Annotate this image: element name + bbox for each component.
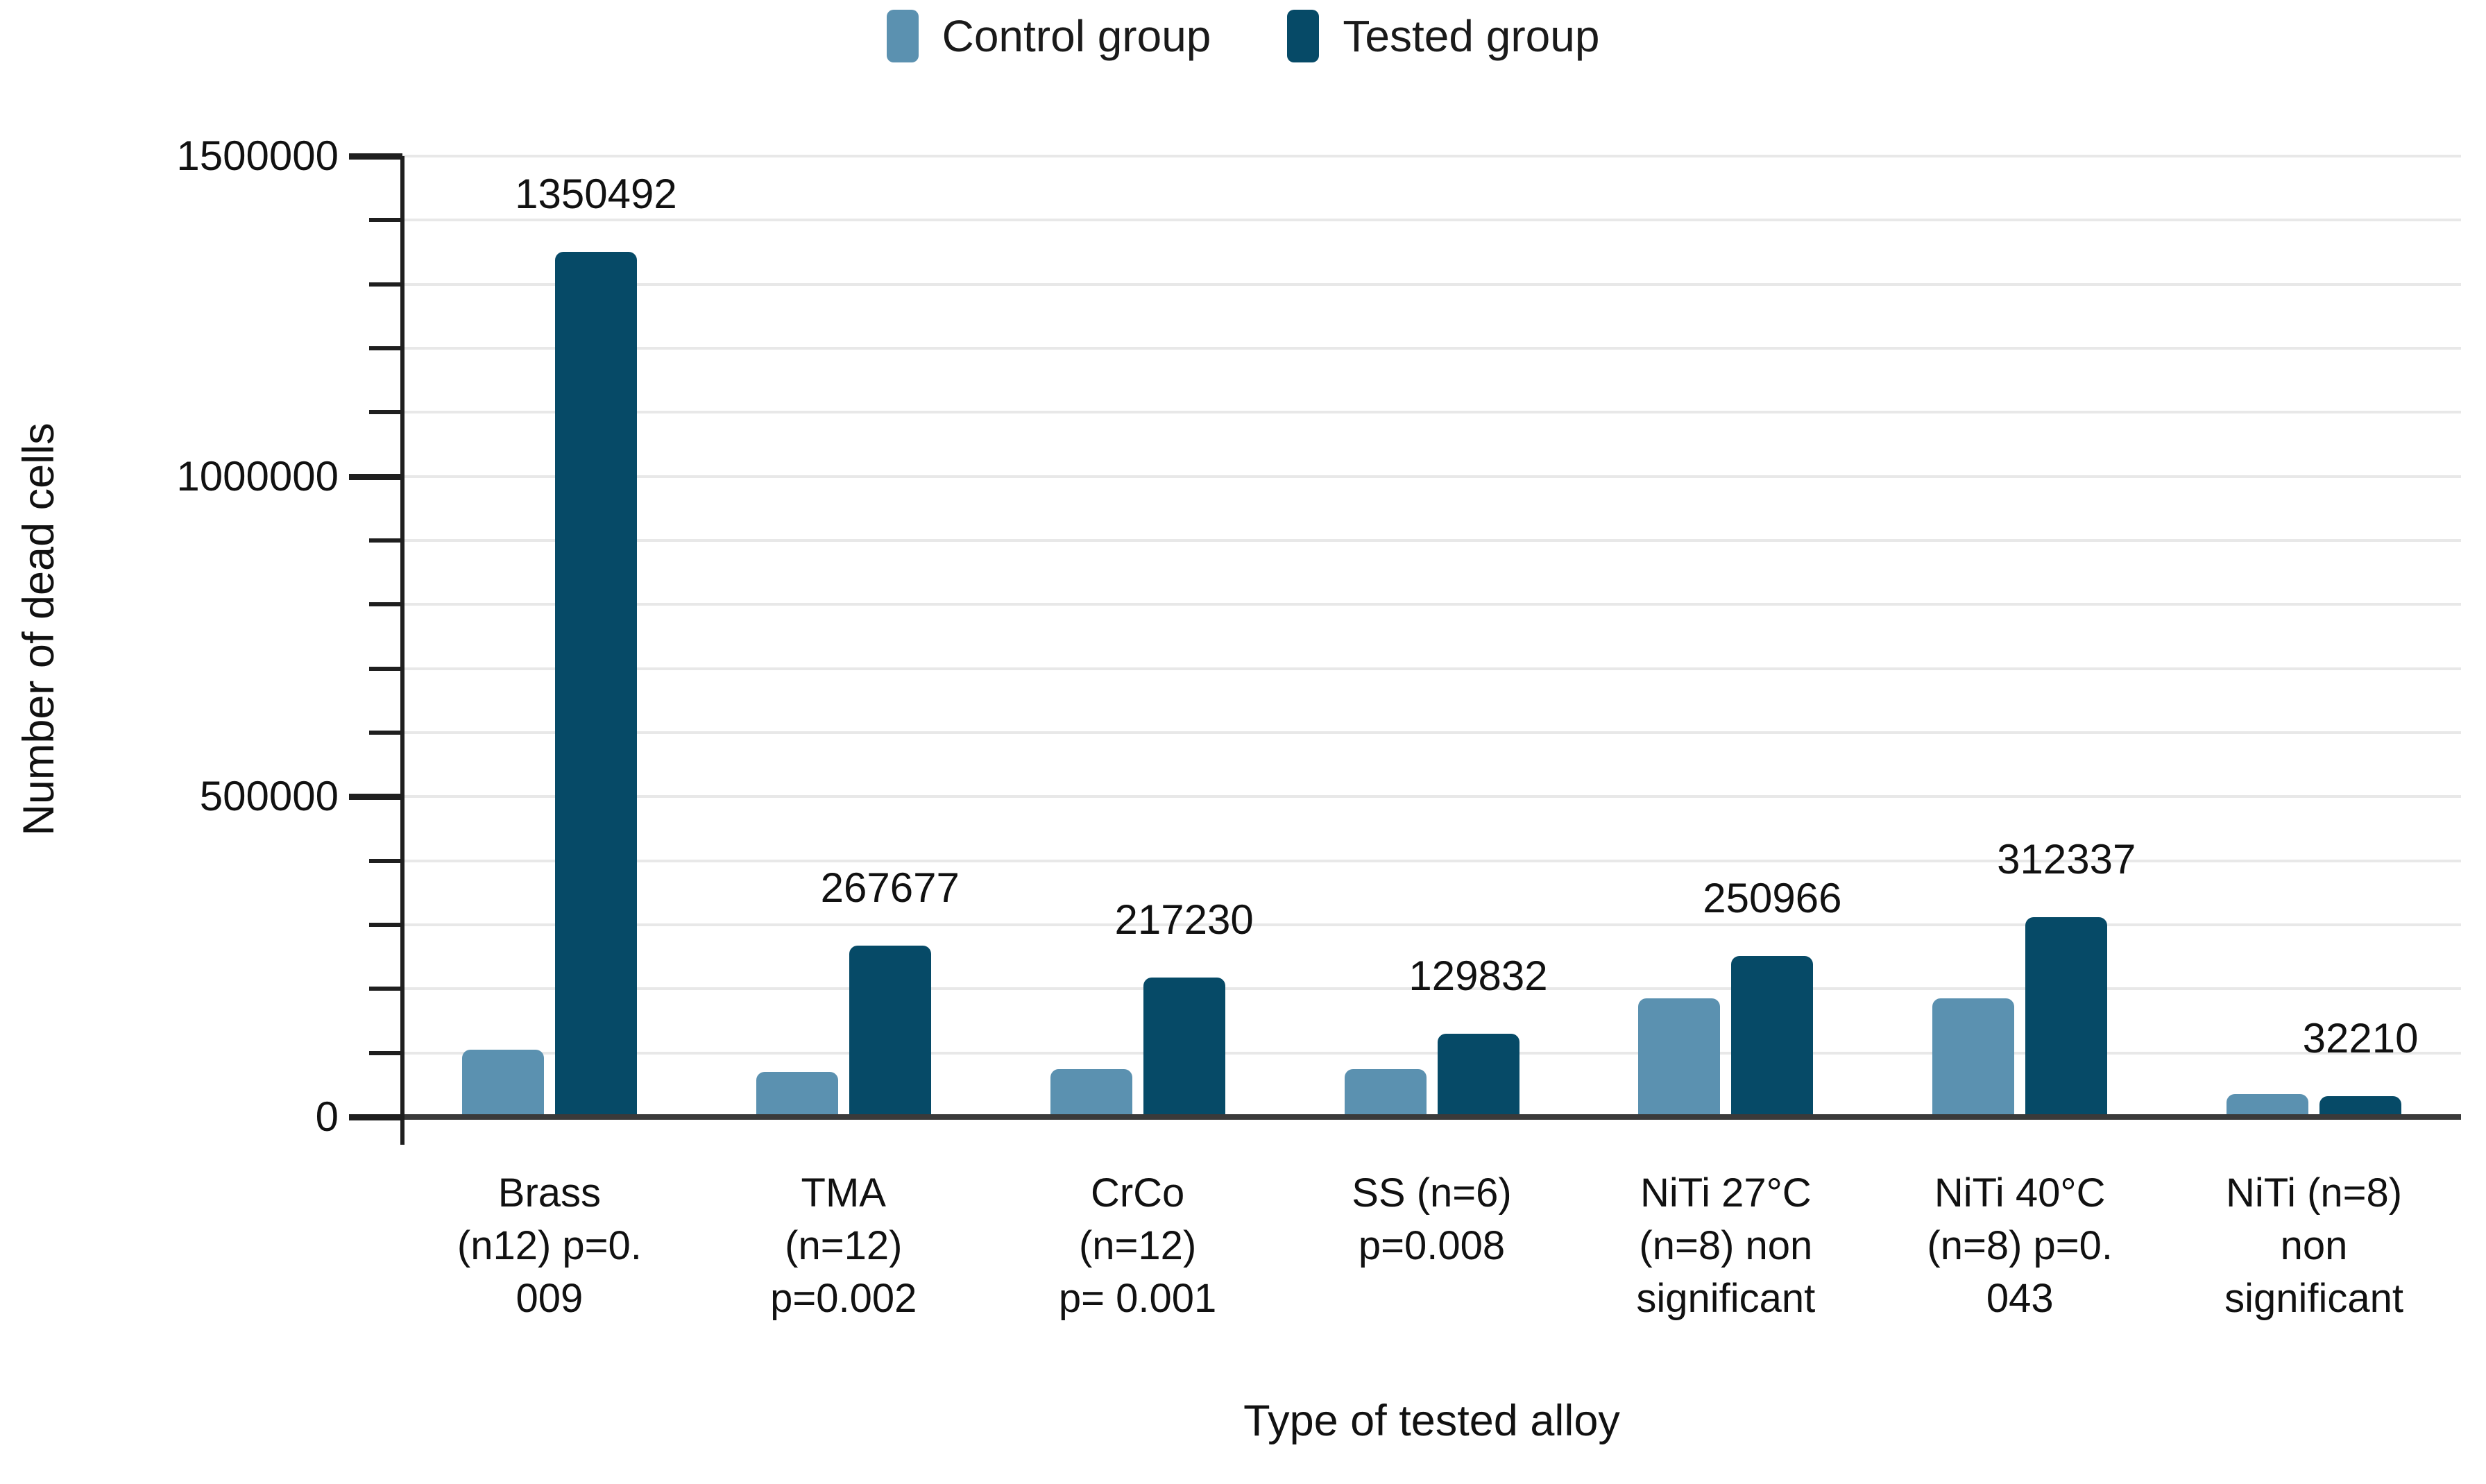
- y-axis-line: [400, 156, 405, 1145]
- x-category-label: SS (n=6) p=0.008: [1285, 1167, 1579, 1272]
- x-category-label-line: TMA: [801, 1170, 886, 1216]
- gridline: [402, 539, 2461, 542]
- tested-group-bar: [1731, 956, 1814, 1117]
- bar-value-label: 1350492: [515, 171, 677, 217]
- y-axis-minor-tick: [369, 1050, 402, 1055]
- x-category-label-line: p=0.002: [770, 1276, 917, 1321]
- gridline: [402, 731, 2461, 734]
- x-category-label-line: non: [2280, 1223, 2348, 1268]
- tested-group-swatch-icon: [1287, 10, 1320, 62]
- gridline: [402, 795, 2461, 799]
- gridline: [402, 1051, 2461, 1055]
- y-axis-minor-tick: [369, 410, 402, 415]
- y-axis-minor-tick: [369, 346, 402, 350]
- legend-item-tested-group: Tested group: [1287, 10, 1599, 62]
- control-group-bar: [1344, 1069, 1427, 1117]
- x-category-label-line: significant: [1636, 1276, 1816, 1321]
- tested-group-bar: [1143, 978, 1225, 1117]
- gridline: [402, 282, 2461, 286]
- x-category-label: CrCo (n=12) p= 0.001: [991, 1167, 1285, 1325]
- control-group-bar: [2227, 1094, 2309, 1117]
- control-group-bar: [1932, 998, 2015, 1117]
- gridline: [402, 347, 2461, 350]
- gridline: [402, 859, 2461, 862]
- x-category-label-line: p= 0.001: [1058, 1276, 1217, 1321]
- y-axis-title: Number of dead cells: [15, 423, 63, 836]
- y-axis-major-tick: [349, 1114, 402, 1120]
- control-group-bar: [1638, 998, 1721, 1117]
- y-axis-major-tick: [349, 794, 402, 801]
- y-axis-minor-tick: [369, 731, 402, 735]
- y-tick-label: 1000000: [176, 452, 339, 500]
- y-tick-label: 1500000: [176, 133, 339, 179]
- x-category-label-line: (n12) p=0.: [457, 1223, 642, 1268]
- x-category-label-line: 043: [1986, 1276, 2054, 1321]
- y-axis-minor-tick: [369, 282, 402, 287]
- x-category-label: NiTi (n=8) non significant: [2167, 1167, 2461, 1325]
- y-axis-minor-tick: [369, 218, 402, 223]
- x-category-label-line: (n=8) non: [1639, 1223, 1813, 1268]
- y-axis-minor-tick: [369, 602, 402, 607]
- x-category-label-line: SS (n=6): [1352, 1170, 1512, 1216]
- legend-label-tested: Tested group: [1343, 11, 1600, 61]
- tested-group-bar: [849, 946, 931, 1117]
- tested-group-bar: [554, 252, 637, 1117]
- bar-value-label: 267677: [820, 864, 960, 911]
- legend-item-control-group: Control group: [886, 10, 1211, 62]
- x-category-label: TMA (n=12) p=0.002: [697, 1167, 991, 1325]
- x-category-label-line: (n=8) p=0.: [1927, 1223, 2113, 1268]
- control-group-bar: [1050, 1069, 1132, 1117]
- chart-legend: Control group Tested group: [0, 10, 2486, 62]
- x-category-label-line: (n=12): [785, 1223, 903, 1268]
- gridline: [402, 411, 2461, 414]
- bar-value-label: 250966: [1703, 875, 1842, 921]
- x-category-label-line: NiTi 40°C: [1934, 1170, 2106, 1216]
- bar-value-label: 32210: [2302, 1015, 2419, 1061]
- y-axis-minor-tick: [369, 987, 402, 991]
- x-category-label: NiTi 40°C (n=8) p=0. 043: [1873, 1167, 2167, 1325]
- y-axis-minor-tick: [369, 923, 402, 927]
- x-category-label-line: NiTi 27°C: [1640, 1170, 1812, 1216]
- x-category-label: Brass (n12) p=0. 009: [402, 1167, 697, 1325]
- control-group-swatch-icon: [886, 10, 919, 62]
- x-category-label-line: 009: [516, 1276, 584, 1321]
- gridline: [402, 603, 2461, 606]
- gridline: [402, 155, 2461, 157]
- gridline: [402, 475, 2461, 478]
- bar-value-label: 217230: [1114, 896, 1254, 943]
- x-category-label-line: p=0.008: [1358, 1223, 1506, 1268]
- x-category-label-line: (n=12): [1078, 1223, 1197, 1268]
- y-tick-label: 0: [315, 1093, 339, 1140]
- x-category-label-line: CrCo: [1090, 1170, 1185, 1216]
- y-axis-major-tick: [349, 153, 402, 160]
- x-axis-baseline: [402, 1114, 2461, 1120]
- tested-group-bar: [2025, 917, 2108, 1117]
- x-category-label-line: significant: [2224, 1276, 2404, 1321]
- y-axis-minor-tick: [369, 538, 402, 543]
- x-category-label-line: Brass: [497, 1170, 602, 1216]
- tested-group-bar: [2319, 1096, 2402, 1117]
- bar-value-label: 129832: [1408, 953, 1548, 999]
- bar-value-label: 312337: [1997, 836, 2136, 882]
- x-category-label: NiTi 27°C (n=8) non significant: [1578, 1167, 1873, 1325]
- x-axis-title: Type of tested alloy: [1243, 1397, 1620, 1445]
- gridline: [402, 923, 2461, 926]
- y-axis-minor-tick: [369, 858, 402, 863]
- gridline: [402, 219, 2461, 222]
- y-axis-major-tick: [349, 473, 402, 480]
- control-group-bar: [461, 1050, 544, 1117]
- control-group-bar: [756, 1072, 838, 1117]
- legend-label-control: Control group: [942, 11, 1211, 61]
- x-category-label-line: NiTi (n=8): [2226, 1170, 2403, 1216]
- y-tick-label: 500000: [199, 773, 339, 820]
- tested-group-bar: [1437, 1034, 1519, 1117]
- y-axis-minor-tick: [369, 666, 402, 671]
- gridline: [402, 987, 2461, 991]
- gridline: [402, 667, 2461, 670]
